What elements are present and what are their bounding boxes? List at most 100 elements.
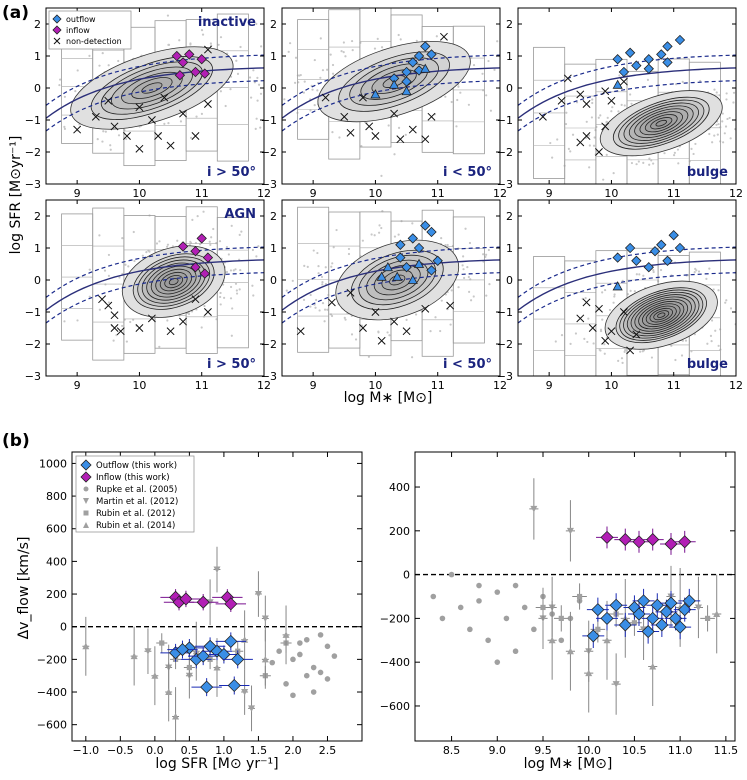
nondetection-marker bbox=[439, 32, 448, 41]
y-tick-label: −2 bbox=[497, 338, 513, 351]
background-point bbox=[489, 109, 493, 112]
nondetection-marker bbox=[619, 77, 628, 86]
background-point bbox=[376, 37, 379, 40]
rupke-marker bbox=[290, 692, 296, 699]
background-point bbox=[257, 83, 261, 86]
background-point bbox=[676, 148, 680, 151]
background-point bbox=[321, 302, 325, 305]
y-tick-label: 2 bbox=[270, 18, 277, 31]
y-tick-label: 1 bbox=[506, 50, 513, 63]
x-tick-label: 11 bbox=[667, 379, 681, 392]
y-tick-label: −2 bbox=[261, 146, 277, 159]
panel-label-b: (b) bbox=[2, 431, 30, 451]
background-point bbox=[709, 334, 713, 337]
rubin14-marker bbox=[649, 663, 657, 670]
outflow-marker bbox=[432, 255, 443, 266]
martin-marker bbox=[248, 705, 256, 712]
background-point bbox=[96, 138, 99, 141]
background-point bbox=[468, 241, 472, 245]
background-point bbox=[331, 63, 335, 67]
background-point bbox=[324, 266, 327, 269]
legend-outflow-marker bbox=[52, 14, 62, 24]
background-point bbox=[203, 304, 206, 308]
background-point bbox=[388, 334, 391, 337]
nondetection-marker bbox=[601, 122, 610, 131]
background-point bbox=[575, 101, 579, 104]
background-point bbox=[739, 311, 741, 313]
background-point bbox=[708, 267, 711, 270]
background-point bbox=[434, 316, 437, 319]
main-sequence-lower bbox=[282, 80, 500, 132]
nondetection-marker bbox=[607, 96, 616, 105]
background-point bbox=[163, 122, 166, 125]
outflow-marker bbox=[656, 49, 667, 60]
rubin12-marker bbox=[704, 615, 711, 621]
x-tick-label: 9 bbox=[546, 187, 553, 200]
y-tick-label: −1 bbox=[261, 306, 277, 319]
outflow-marker bbox=[632, 607, 646, 621]
outflow-marker bbox=[682, 594, 696, 608]
axes-frame bbox=[45, 199, 265, 377]
background-point bbox=[289, 42, 292, 45]
background-point bbox=[569, 150, 572, 153]
background-point bbox=[125, 137, 128, 141]
nondetection-marker bbox=[166, 141, 175, 150]
rubin14-marker bbox=[151, 672, 159, 679]
nondetection-marker bbox=[557, 96, 566, 105]
outflow-marker bbox=[669, 611, 683, 625]
plot-area-a6 bbox=[518, 230, 741, 376]
y-tick-label: −3 bbox=[261, 370, 277, 383]
legend: Outflow (this work) Inflow (this work) Rup… bbox=[75, 455, 195, 533]
background-point bbox=[725, 98, 728, 101]
x-tick-label: 12 bbox=[493, 187, 507, 200]
y-tick-label: 600 bbox=[46, 523, 67, 536]
background-point bbox=[487, 248, 490, 252]
background-point bbox=[107, 301, 111, 304]
x-tick-label: 12 bbox=[729, 379, 743, 392]
contour-level bbox=[626, 294, 696, 337]
background-point bbox=[620, 357, 624, 360]
inflow-marker bbox=[199, 268, 210, 279]
panel-label-bottom: i > 50° bbox=[207, 165, 256, 180]
background-point bbox=[43, 52, 45, 54]
inflow-marker bbox=[196, 595, 210, 609]
rupke-marker bbox=[439, 615, 446, 622]
nondetection-marker bbox=[160, 93, 169, 102]
background-point bbox=[133, 259, 136, 263]
background-point bbox=[629, 289, 632, 292]
legend-label: Outflow (this work) bbox=[96, 461, 177, 471]
background-point bbox=[289, 103, 291, 105]
nondetection-marker bbox=[427, 112, 436, 121]
background-point bbox=[652, 269, 655, 272]
outflow-marker bbox=[641, 624, 655, 639]
background-point bbox=[373, 234, 376, 237]
background-point bbox=[158, 345, 161, 348]
inflow-marker bbox=[174, 70, 186, 81]
x-tick-label: 1.0 bbox=[215, 744, 233, 757]
background-point bbox=[588, 144, 591, 147]
background-point bbox=[617, 110, 620, 113]
x-tick-label: 10 bbox=[368, 187, 382, 200]
outflow-marker bbox=[656, 239, 667, 250]
background-point bbox=[314, 306, 317, 309]
axes-frame bbox=[45, 7, 265, 185]
background-point bbox=[397, 126, 401, 129]
background-point bbox=[101, 52, 104, 55]
background-point bbox=[623, 350, 626, 353]
background-point bbox=[515, 260, 517, 262]
y-tick-label: −400 bbox=[380, 656, 410, 669]
legend-box bbox=[48, 10, 132, 50]
background-point bbox=[59, 78, 62, 81]
background-point bbox=[218, 240, 222, 243]
background-point bbox=[148, 250, 151, 253]
background-point bbox=[593, 136, 596, 139]
contour-level bbox=[645, 305, 677, 325]
background-point bbox=[629, 93, 632, 96]
background-point bbox=[455, 125, 458, 128]
outflow-marker bbox=[662, 41, 673, 52]
background-point bbox=[235, 59, 238, 62]
outflow-marker bbox=[231, 652, 245, 666]
background-point bbox=[189, 42, 192, 45]
rupke-marker bbox=[430, 593, 437, 600]
